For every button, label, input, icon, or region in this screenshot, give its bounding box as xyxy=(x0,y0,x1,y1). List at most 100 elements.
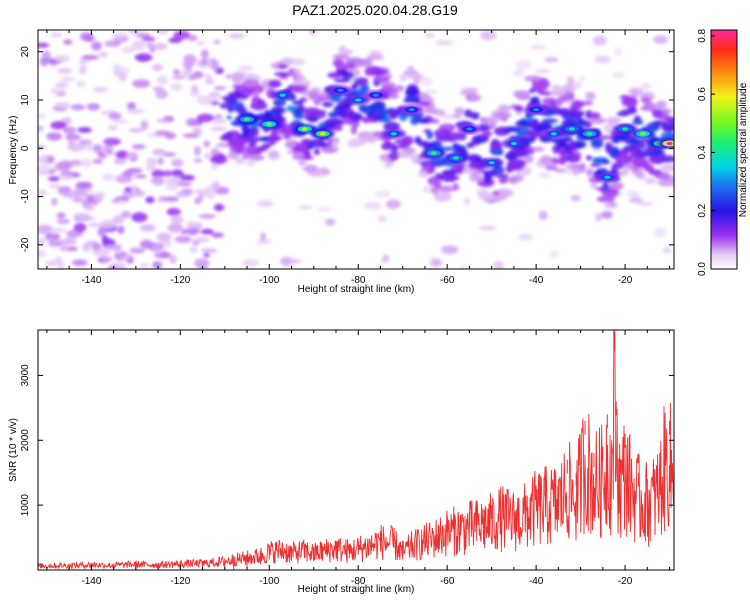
spectrogram-band-cell xyxy=(226,152,240,160)
spectrogram-band-cell xyxy=(477,167,485,173)
spectrogram-noise-cell xyxy=(567,75,574,86)
spectrogram-noise-cell xyxy=(380,257,390,263)
spectrogram-band-cell xyxy=(456,166,464,175)
spectrogram-noise-cell xyxy=(134,174,148,179)
spectrogram-band-cell xyxy=(434,180,442,189)
ridge-peak xyxy=(390,132,397,136)
spectrogram-noise-cell xyxy=(171,169,184,178)
snr-x-tick-label: -80 xyxy=(351,576,366,587)
spectrogram-band-cell xyxy=(310,138,325,148)
spectrogram-band-cell xyxy=(401,135,414,146)
spectrogram-band-cell xyxy=(388,151,400,161)
spectrogram-band-cell xyxy=(498,177,510,183)
spectrogram-noise-cell xyxy=(101,143,113,152)
spectrogram-band-cell xyxy=(619,94,631,100)
spectrogram-band-cell xyxy=(661,122,674,131)
spectrogram-band-cell xyxy=(503,126,521,133)
ridge-peak xyxy=(319,132,326,136)
spectrogram-noise-cell xyxy=(200,49,209,60)
spectrogram-band-cell xyxy=(417,170,428,178)
spectrogram-noise-cell xyxy=(464,197,471,206)
spectrogram-band-cell xyxy=(554,168,567,173)
spectrogram-noise-cell xyxy=(637,201,653,207)
spectrogram-frame xyxy=(37,29,675,270)
ridge-peak xyxy=(510,141,517,146)
spectrogram-band-cell xyxy=(406,73,424,80)
spectrogram-noise-cell xyxy=(169,254,177,264)
spectrogram-band-cell xyxy=(291,120,302,126)
spectrogram-noise-cell xyxy=(518,233,533,241)
ridge-peak xyxy=(244,117,251,121)
spectrogram-band-cell xyxy=(236,157,246,165)
spectrogram-noise-cell xyxy=(211,181,221,190)
spectrogram-noise-cell xyxy=(213,39,221,45)
spectrogram-band-cell xyxy=(285,105,297,112)
spectrogram-band-cell xyxy=(523,129,542,135)
spectrogram-band-cell xyxy=(452,182,460,192)
spectrogram-band-cell xyxy=(285,141,296,148)
spectrogram-noise-cell xyxy=(50,227,67,233)
spectrogram-noise-cell xyxy=(154,252,172,259)
spectrogram-noise-cell xyxy=(112,215,125,224)
spectrogram-band-cell xyxy=(561,84,575,94)
spectrogram-band-cell xyxy=(269,132,278,141)
page-title: PAZ1.2025.020.04.28.G19 xyxy=(292,2,458,18)
spectrogram-noise-cell xyxy=(174,235,192,244)
spectrogram-band-cell xyxy=(590,139,603,150)
ridge-peak xyxy=(408,108,415,112)
spectrogram-noise-cell xyxy=(57,81,70,89)
spectrogram-noise-cell xyxy=(46,235,57,242)
spectrogram-band-cell xyxy=(219,102,231,109)
spectrogram-noise-cell xyxy=(146,41,154,49)
spectrogram-ridge xyxy=(235,85,674,183)
spectrogram-noise-cell xyxy=(183,227,201,234)
spectrogram-noise-cell xyxy=(324,218,336,226)
spectrogram-noise-cell xyxy=(260,232,267,241)
spectrogram-band-cell xyxy=(632,119,644,125)
spectrogram-band-cell xyxy=(373,76,390,83)
spectrogram-band-cell xyxy=(603,203,619,208)
spectrogram-band-cell xyxy=(447,175,460,181)
spectrogram-noise-cell xyxy=(640,82,651,90)
spectrogram-band-cell xyxy=(328,123,337,128)
spectrogram-band-cell xyxy=(621,98,639,106)
ridge-peak xyxy=(355,98,362,102)
spectrogram-band-cell xyxy=(529,96,540,105)
spectrogram-noise-cell xyxy=(513,69,525,77)
spectrogram-noise-cell xyxy=(152,43,168,50)
spectrogram-band-cell xyxy=(360,116,371,122)
spectrogram-noise-cell xyxy=(48,176,61,182)
spectrogram-band-cell xyxy=(293,79,312,87)
spectrogram-band-cell xyxy=(493,111,512,119)
spectrogram-x-tick-label: -100 xyxy=(259,275,279,286)
spectrogram-noise-cell xyxy=(131,144,146,150)
spectrogram-noise-cell xyxy=(172,74,185,80)
spectrogram-noise-cell xyxy=(196,40,205,46)
spectrogram-noise-cell xyxy=(653,227,667,238)
spectrogram-texture xyxy=(38,30,674,269)
spectrogram-noise-cell xyxy=(193,158,203,163)
spectrogram-y-tick-label: -10 xyxy=(20,189,31,204)
spectrogram-band-cell xyxy=(470,111,480,120)
ridge-peak xyxy=(373,93,380,97)
colorbar-gradient xyxy=(710,29,738,270)
spectrogram-band-cell xyxy=(333,78,351,83)
spectrogram-band-cell xyxy=(625,140,642,145)
spectrogram-band-cell xyxy=(274,113,284,122)
spectrogram-band-cell xyxy=(368,50,383,55)
spectrogram-band-cell xyxy=(561,136,574,142)
spectrogram-band-cell xyxy=(290,84,307,93)
spectrogram-noise-cell xyxy=(38,189,48,196)
spectrogram-band-cell xyxy=(332,54,350,60)
spectrogram-noise-cell xyxy=(298,205,313,210)
spectrogram-band-cell xyxy=(528,88,536,93)
spectrogram-band-cell xyxy=(321,101,334,108)
spectrogram-noise-cell xyxy=(126,152,137,160)
spectrogram-noise-cell xyxy=(157,30,169,35)
spectrogram-noise-cell xyxy=(79,32,93,42)
snr-x-tick-label: -100 xyxy=(259,576,279,587)
spectrogram-band-cell xyxy=(566,109,585,118)
spectrogram-band-cell xyxy=(558,156,567,166)
spectrogram-noise-cell xyxy=(76,80,86,88)
